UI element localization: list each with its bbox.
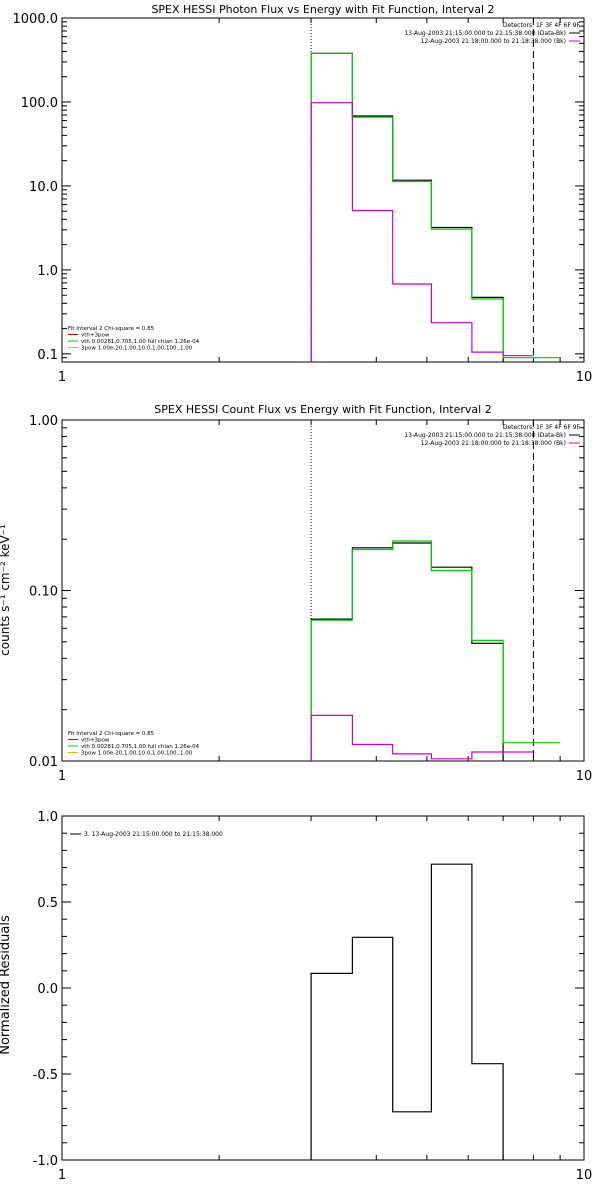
legend-entry: 3pow 1.00e-20,1.00,10.0,1.00,100.,1.00 xyxy=(81,751,193,757)
legend-entry: Detectors: 1F 3F 4F 6F 9F xyxy=(503,22,581,29)
y-tick-label: 0.01 xyxy=(29,755,58,770)
photon-flux-panel: SPEX HESSI Photon Flux vs Energy with Fi… xyxy=(13,3,593,385)
y-tick-label: 0.1 xyxy=(37,348,58,363)
series-line-0 xyxy=(310,863,504,1160)
photon-flux-series xyxy=(310,52,561,362)
y-tick-label: 1.00 xyxy=(29,414,58,429)
legend-entry: Fit Interval 2 Chi-square = 0.85 xyxy=(68,731,155,737)
residuals-legend-topleft: 3. 13-Aug-2003 21:15:00.000 to 21:15:38.… xyxy=(70,831,223,838)
count-flux-series xyxy=(310,540,561,761)
photon-flux-plot-frame xyxy=(61,17,585,363)
count-flux-legend-bottomleft: Fit Interval 2 Chi-square = 0.85vth+3pow… xyxy=(68,731,200,757)
legend-entry: vth+3pow xyxy=(81,738,110,744)
legend-entry: vth 0.00281,0.705,1.00 full chian 1.26e-… xyxy=(81,744,200,750)
series-line-0 xyxy=(310,542,504,761)
x-tick-label: 1 xyxy=(58,769,66,784)
series-line-2 xyxy=(310,714,534,761)
residuals-ylabel: Normalized Residuals xyxy=(0,915,13,1055)
legend-entry: Detectors: 1F 3F 4F 6F 9F xyxy=(503,424,581,431)
legend-entry: 3pow 1.00e-20,1.00,10.0,1.00,100.,1.00 xyxy=(81,346,193,352)
photon-flux-vlines xyxy=(310,18,534,362)
legend-entry: vth+3pow xyxy=(81,333,110,339)
y-tick-label: 1.0 xyxy=(37,264,58,279)
residuals-xticks: 1 10 xyxy=(58,816,592,1183)
x-tick-label: 1 xyxy=(58,370,66,385)
y-tick-label: 1.0 xyxy=(37,810,58,825)
count-flux-xticks: 1 10 xyxy=(58,420,592,784)
residuals-yticks: -1.0 -0.5 0.0 0.5 1.0 xyxy=(33,810,584,1169)
count-flux-vlines xyxy=(310,420,534,761)
series-line-2 xyxy=(310,102,534,362)
x-tick-label: 10 xyxy=(576,1168,593,1183)
photon-flux-yticks: 0.1 1.0 10.0 100.0 1000.0 xyxy=(13,12,584,363)
photon-flux-xticks: 1 10 xyxy=(58,18,592,385)
count-flux-ylabel: counts s⁻¹ cm⁻² keV⁻¹ xyxy=(0,524,12,656)
y-tick-label: 100.0 xyxy=(21,96,58,111)
legend-entry: Fit Interval 2 Chi-square = 0.85 xyxy=(68,326,155,332)
legend-entry: 13-Aug-2003 21:15:00.000 to 21:15:38.000… xyxy=(404,432,566,439)
y-tick-label: 0.5 xyxy=(37,896,58,911)
residuals-panel: Normalized Residuals -1.0 -0.5 0.0 0.5 1.0 1… xyxy=(0,810,592,1183)
x-tick-label: 1 xyxy=(58,1168,66,1183)
residuals-plot-frame xyxy=(61,815,585,1161)
y-tick-label: 0.10 xyxy=(29,585,58,600)
y-tick-label: 1000.0 xyxy=(13,12,59,27)
y-tick-label: 0.0 xyxy=(37,982,58,997)
count-flux-panel: SPEX HESSI Count Flux vs Energy with Fit… xyxy=(0,403,592,784)
count-flux-yticks: 0.01 0.10 1.00 xyxy=(29,414,584,770)
photon-flux-title: SPEX HESSI Photon Flux vs Energy with Fi… xyxy=(151,3,494,16)
legend-entry: vth 0.00281,0.705,1.00 full chian 1.26e-… xyxy=(81,339,200,345)
legend-entry: 12-Aug-2003 21:18:00.000 to 21:18:38.000… xyxy=(421,440,566,447)
legend-entry: 3. 13-Aug-2003 21:15:00.000 to 21:15:38.… xyxy=(84,831,223,838)
legend-entry: 13-Aug-2003 21:15:00.000 to 21:15:38.000… xyxy=(404,30,566,37)
photon-flux-legend-bottomleft: Fit Interval 2 Chi-square = 0.85vth+3pow… xyxy=(68,326,200,352)
series-line-1 xyxy=(310,52,561,362)
residuals-series xyxy=(310,863,504,1160)
legend-entry: 12-Aug-2003 21:18:00.000 to 21:18:38.000… xyxy=(421,38,566,45)
y-tick-label: -1.0 xyxy=(33,1154,58,1169)
x-tick-label: 10 xyxy=(576,769,593,784)
y-tick-label: 10.0 xyxy=(29,180,58,195)
series-line-1 xyxy=(310,540,561,761)
count-flux-plot-frame xyxy=(61,419,585,762)
series-line-0 xyxy=(310,52,504,362)
x-tick-label: 10 xyxy=(576,370,593,385)
y-tick-label: -0.5 xyxy=(33,1068,58,1083)
count-flux-title: SPEX HESSI Count Flux vs Energy with Fit… xyxy=(154,403,491,416)
